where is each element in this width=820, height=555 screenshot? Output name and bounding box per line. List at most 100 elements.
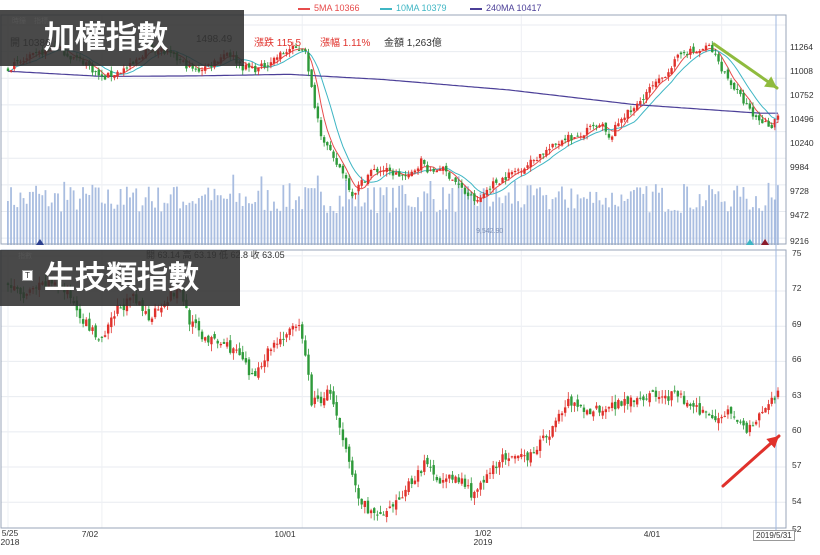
legend-10ma-label: 10MA 10379 (396, 3, 447, 13)
bottom-candle (416, 470, 420, 482)
volume-bar (382, 195, 385, 245)
bottom-candle (354, 473, 357, 486)
top-candle (529, 159, 532, 168)
top-candle (119, 72, 122, 74)
top-candle (454, 177, 457, 182)
volume-bar (22, 198, 25, 245)
x-label-3-text: 10/01 (274, 529, 296, 539)
top-candle (595, 125, 598, 127)
top-candle (244, 64, 248, 70)
volume-bar (100, 202, 103, 245)
top-candle (250, 66, 254, 68)
bottom-candle (720, 416, 723, 419)
top-candle (279, 52, 282, 60)
bottom-candle (219, 343, 223, 346)
top-corner-tab-2[interactable]: 指標 (34, 18, 48, 25)
volume-bar (701, 206, 704, 245)
bottom-candle (482, 479, 485, 483)
top-candle (426, 164, 429, 173)
top-candle (275, 57, 279, 60)
volume-bar (207, 187, 210, 245)
bottom-candle (301, 324, 304, 339)
bottom-candle (520, 454, 523, 458)
volume-bar (498, 197, 501, 245)
volume-bar (110, 203, 113, 245)
bottom-candle (445, 478, 448, 482)
volume-bar (53, 193, 56, 245)
volume-bar (169, 194, 172, 245)
volume-bar (633, 189, 635, 245)
bottom-candle (304, 340, 307, 356)
bottom-candle (210, 337, 213, 345)
top-corner-tab-1[interactable]: 時鐘 (12, 18, 26, 25)
bottom-indicator-label[interactable]: 指數 (18, 253, 32, 260)
bottom-candle (670, 391, 673, 401)
bottom-candle (648, 393, 651, 403)
volume-bar (529, 185, 532, 245)
top-candle (282, 53, 285, 55)
volume-bar (32, 191, 34, 245)
legend-240ma-swatch (470, 7, 482, 10)
volume-bar (50, 202, 53, 245)
volume-bar (38, 193, 41, 245)
x-label-1: 5/25 2018 (0, 529, 20, 547)
volume-bar (510, 203, 513, 245)
volume-bar (188, 202, 191, 245)
volume-bar (335, 212, 338, 245)
top-ytick: 9216 (790, 236, 809, 246)
bottom-candle (732, 416, 736, 418)
volume-bar (288, 183, 291, 245)
top-candle (466, 192, 470, 197)
volume-bar (420, 211, 422, 245)
top-candle (272, 57, 276, 64)
volume-bar (426, 193, 429, 245)
bottom-candle (510, 456, 514, 458)
volume-bar (717, 191, 720, 245)
volume-bar (733, 190, 735, 245)
volume-bar (542, 195, 545, 245)
volume-bar (664, 211, 667, 245)
volume-bar (736, 185, 739, 245)
volume-bar (636, 187, 638, 245)
bottom-candle (573, 402, 576, 406)
bottom-candle (717, 418, 720, 424)
bottom-candle (498, 462, 501, 468)
top-annotation-arrow-shaft (712, 42, 779, 90)
volume-bar (310, 188, 313, 245)
bottom-candle (294, 326, 298, 328)
top-candle (326, 142, 329, 146)
bottom-candle (739, 421, 742, 423)
bottom-candle (526, 452, 529, 461)
bottom-candle (160, 307, 163, 313)
bottom-ytick: 72 (792, 283, 802, 293)
bottom-candle (595, 405, 598, 409)
bottom-candle (776, 390, 780, 398)
bottom-candle (620, 401, 623, 406)
top-candle (488, 188, 492, 190)
top-candle (554, 143, 557, 145)
volume-bar (770, 197, 773, 245)
bottom-candle (501, 454, 504, 463)
top-candle (247, 63, 251, 68)
bottom-candle (244, 358, 248, 363)
legend-10ma-swatch (380, 7, 392, 10)
bottom-candle (592, 411, 595, 417)
volume-bar (332, 210, 335, 245)
bottom-candle (695, 405, 698, 407)
volume-bar (767, 182, 770, 245)
bottom-candle (313, 397, 316, 405)
bottom-candle (379, 512, 382, 514)
top-candle (319, 120, 323, 137)
top-candle (316, 106, 320, 119)
bottom-candle (194, 319, 198, 324)
bottom-candle (216, 340, 219, 344)
bottom-candle (147, 309, 151, 321)
top-open-value: 開 10386 (10, 38, 51, 49)
bottom-candle (81, 319, 85, 324)
bottom-extra-button[interactable]: T (22, 270, 33, 281)
top-candle (341, 165, 345, 174)
volume-bar (285, 206, 288, 245)
bottom-candle (191, 321, 194, 327)
bottom-candle (103, 335, 107, 337)
volume-bar (351, 193, 354, 245)
